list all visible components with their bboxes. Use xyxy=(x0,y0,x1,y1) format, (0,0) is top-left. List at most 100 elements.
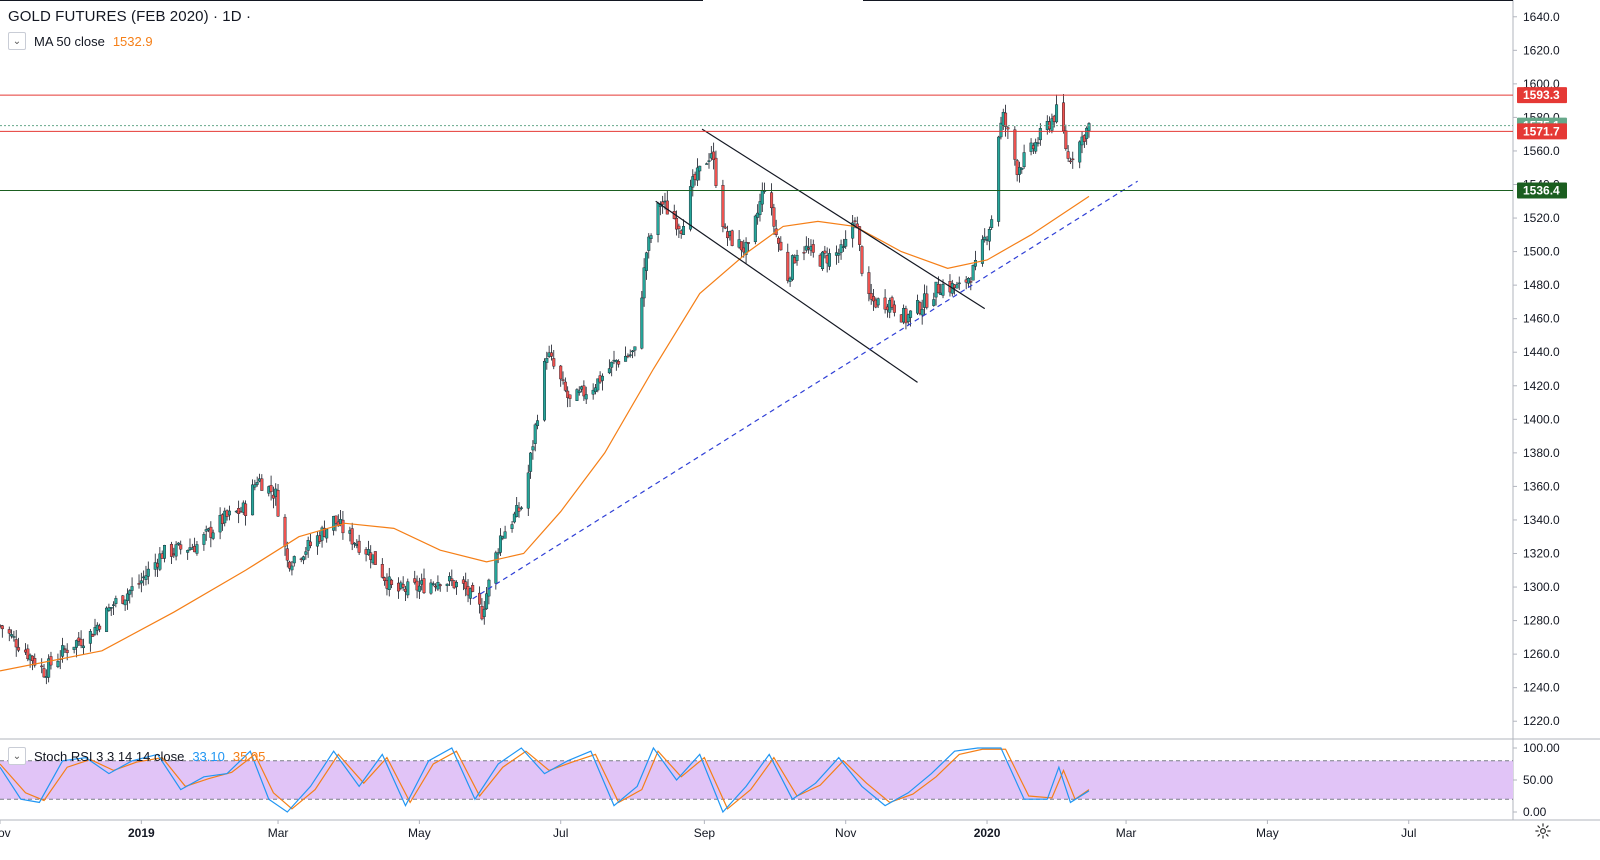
candle-body xyxy=(656,203,660,235)
candle-body xyxy=(146,568,150,577)
candle-body xyxy=(237,508,241,514)
candle-body xyxy=(644,252,648,271)
price-tick-label: 1300.0 xyxy=(1523,580,1560,594)
candle-body xyxy=(65,649,69,654)
candle-body xyxy=(705,163,709,165)
candle-body xyxy=(325,529,329,539)
candle-body xyxy=(260,478,264,491)
price-tick-label: 1220.0 xyxy=(1523,714,1560,728)
candle-body xyxy=(584,394,588,400)
time-tick-label: 2020 xyxy=(974,826,1001,840)
candle-body xyxy=(529,452,533,472)
candle-body xyxy=(471,585,475,592)
candle-body xyxy=(967,278,971,284)
candle-body xyxy=(552,358,556,367)
candle-body xyxy=(837,253,841,256)
candle-body xyxy=(517,507,521,512)
ma-value: 1532.9 xyxy=(112,33,153,49)
candle-body xyxy=(478,592,482,605)
candle-body xyxy=(779,241,783,251)
candle-body xyxy=(1071,158,1075,161)
candle-body xyxy=(739,241,743,251)
candle-body xyxy=(941,283,945,296)
candle-body xyxy=(128,590,132,595)
candle-body xyxy=(772,207,776,227)
price-tick-label: 1420.0 xyxy=(1523,379,1560,393)
candle-body xyxy=(610,361,614,368)
candle-body xyxy=(890,297,894,308)
candle-body xyxy=(860,246,864,274)
chevron-down-icon[interactable]: ⌄ xyxy=(8,747,26,765)
price-tick-label: 1640.0 xyxy=(1523,10,1560,24)
candle-body xyxy=(413,578,417,583)
candle-body xyxy=(665,200,669,215)
candle-body xyxy=(876,298,880,306)
candle-body xyxy=(47,658,51,678)
candle-body xyxy=(688,186,692,230)
candle-body xyxy=(1085,127,1089,139)
candle-body xyxy=(723,226,727,229)
candle-body xyxy=(285,548,289,561)
ma50-line xyxy=(0,195,1090,672)
candle-body xyxy=(545,358,549,363)
candle-body xyxy=(987,229,991,242)
gear-icon[interactable] xyxy=(1532,820,1554,842)
candle-body xyxy=(209,526,213,538)
candle-body xyxy=(851,222,855,239)
candle-body xyxy=(401,584,405,588)
candle-body xyxy=(308,541,312,546)
candle-body xyxy=(0,625,4,630)
price-tick-label: 1240.0 xyxy=(1523,681,1560,695)
price-tick-label: 1320.0 xyxy=(1523,547,1560,561)
price-tick-label: 1400.0 xyxy=(1523,412,1560,426)
candle-body xyxy=(582,385,586,397)
candle-body xyxy=(406,581,410,596)
level-label-bg xyxy=(1517,87,1567,104)
candle-body xyxy=(909,310,913,318)
candle-body xyxy=(380,564,384,578)
candle-body xyxy=(883,297,887,310)
candle-body xyxy=(997,136,1001,222)
candle-body xyxy=(139,580,143,584)
candle-body xyxy=(714,157,718,186)
candle-body xyxy=(276,490,280,517)
symbol-title: GOLD FUTURES (FEB 2020) · 1D · xyxy=(8,8,252,25)
candle-body xyxy=(519,507,523,509)
candle-body xyxy=(454,582,458,588)
candle-body xyxy=(88,631,92,644)
candle-body xyxy=(566,390,570,398)
stoch-band xyxy=(0,760,1513,800)
price-tick-label: 1500.0 xyxy=(1523,245,1560,259)
candle-body xyxy=(130,586,134,591)
candle-body xyxy=(744,241,748,255)
candle-body xyxy=(81,645,85,649)
time-tick-label: Sep xyxy=(694,826,716,840)
candle-body xyxy=(341,519,345,534)
candle-body xyxy=(633,346,637,351)
candle-body xyxy=(292,556,296,564)
candle-body xyxy=(72,646,76,650)
candle-body xyxy=(1017,167,1021,175)
candle-body xyxy=(932,299,936,306)
candle-body xyxy=(1068,160,1072,163)
candle-body xyxy=(144,575,148,580)
candle-body xyxy=(957,282,961,285)
candle-body xyxy=(174,544,178,557)
candle-body xyxy=(1055,104,1059,123)
level-label: 1536.4 xyxy=(1523,184,1560,198)
candle-body xyxy=(123,599,127,606)
candle-body xyxy=(304,551,308,555)
stoch-legend: ⌄ Stoch RSI 3 3 14 14 close 33.10 35.05 xyxy=(8,747,265,765)
chevron-down-icon[interactable]: ⌄ xyxy=(8,32,26,50)
candle-body xyxy=(760,190,764,205)
candle-body xyxy=(366,549,370,556)
candle-body xyxy=(647,236,651,251)
ma-legend: ⌄ MA 50 close 1532.9 xyxy=(8,32,153,50)
level-label-bg xyxy=(1517,182,1567,199)
candle-body xyxy=(211,532,215,539)
price-tick-label: 1340.0 xyxy=(1523,513,1560,527)
candle-body xyxy=(415,580,419,591)
candle-body xyxy=(596,378,600,391)
candle-body xyxy=(512,513,516,523)
